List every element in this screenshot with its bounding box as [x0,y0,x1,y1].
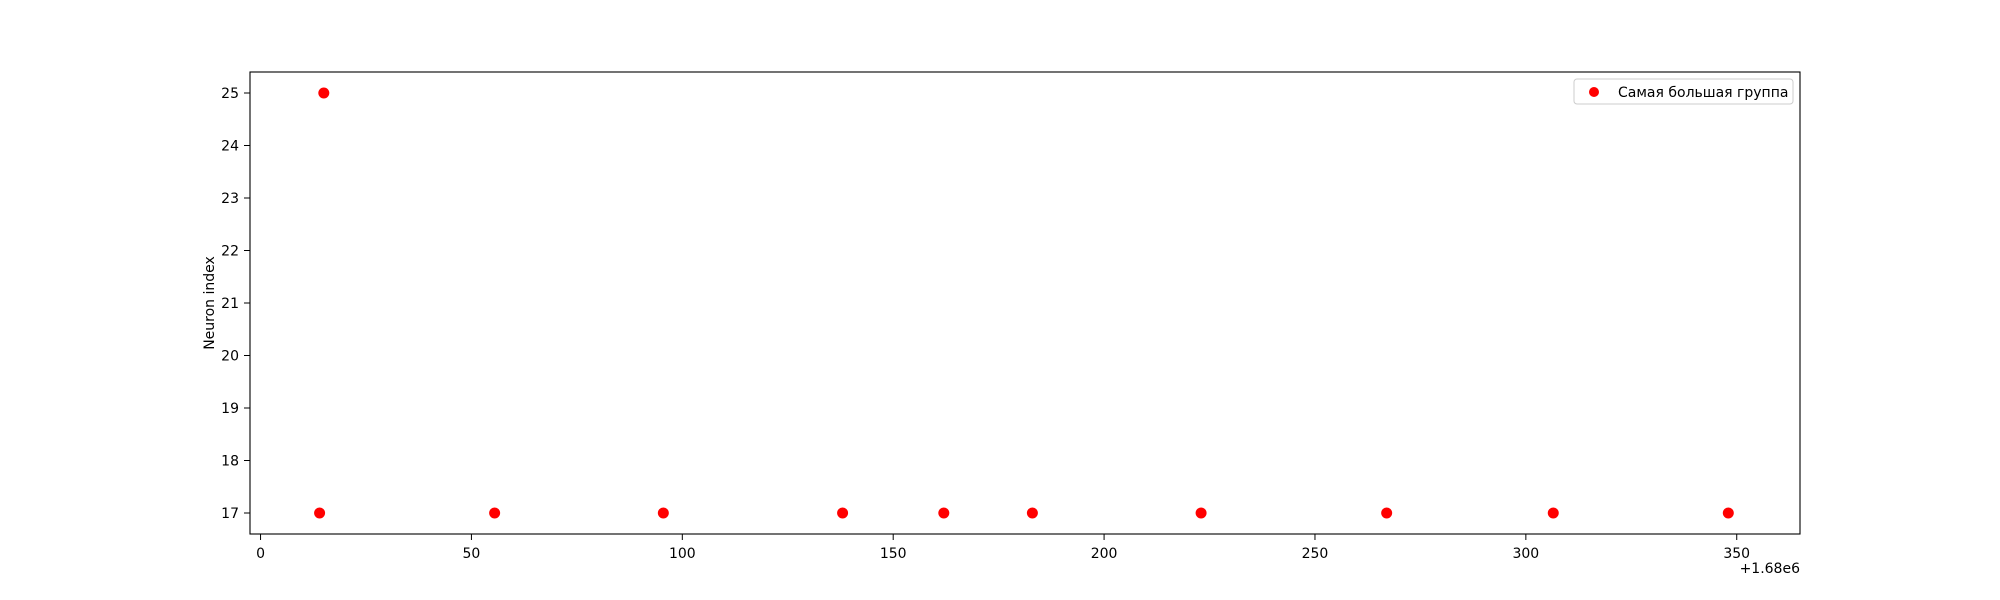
y-tick-label: 18 [221,454,239,470]
x-tick-label: 150 [880,546,907,562]
y-tick-label: 21 [221,296,239,312]
y-tick-label: 22 [221,244,239,260]
x-tick-label: 100 [669,546,696,562]
legend: Самая большая группа [1573,78,1794,105]
y-tick-label: 20 [221,349,239,365]
scatter-point [1722,507,1734,519]
y-tick-label: 24 [221,139,239,155]
scatter-point [1026,507,1038,519]
scatter-point [938,507,950,519]
scatter-point [489,507,501,519]
scatter-point [314,507,326,519]
y-axis-label: Neuron index [202,256,218,350]
scatter-points [314,87,1734,519]
scatter-point [1195,507,1207,519]
x-tick-label: 300 [1512,546,1539,562]
x-tick-label: 350 [1723,546,1750,562]
legend-box [1573,78,1794,105]
plot-frame [249,71,1801,535]
y-tick-label: 23 [221,191,239,207]
scatter-point [1547,507,1559,519]
y-tick-label: 19 [221,401,239,417]
scatter-point [1381,507,1393,519]
scatter-point [657,507,669,519]
x-axis-offset-label: +1.68e6 [1740,561,1801,577]
legend-marker [1589,87,1599,97]
x-tick-label: 50 [463,546,481,562]
legend-entry: Самая большая группа [1618,85,1788,101]
y-tick-label: 17 [221,506,239,522]
x-tick-label: 0 [256,546,265,562]
scatter-point [318,87,330,99]
x-tick-label: 200 [1091,546,1118,562]
y-tick-label: 25 [221,86,239,102]
y-axis-ticks: 17 18 19 20 21 22 23 24 25 [221,86,250,522]
scatter-point [837,507,849,519]
x-tick-label: 250 [1302,546,1329,562]
plot-area [250,72,1800,534]
x-axis-ticks: 0 50 100 150 200 250 300 350 [256,534,1750,562]
